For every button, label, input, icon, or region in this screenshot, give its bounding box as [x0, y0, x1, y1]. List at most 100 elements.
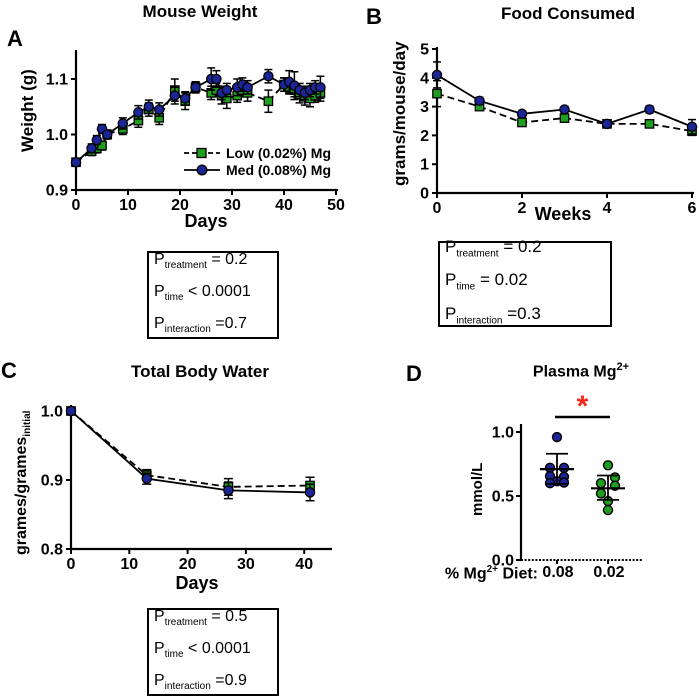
p-value: =0.7	[210, 315, 247, 333]
p-time: Ptime = 0.02	[445, 267, 605, 300]
panel-b-title: Food Consumed	[500, 4, 636, 23]
p-value: =0.9	[210, 672, 247, 690]
panel-a-stats-box: Ptreatment = 0.2 Ptime < 0.0001 Pinterac…	[147, 251, 279, 339]
p-time: Ptime < 0.0001	[154, 636, 272, 668]
p-value: = 0.2	[206, 250, 248, 268]
svg-text:*: *	[577, 390, 589, 423]
p-symbol: P	[154, 315, 165, 333]
legend-row-low: Low (0.02%) Mg	[183, 145, 331, 161]
p-subscript: treatment	[164, 616, 207, 628]
panel-a-mouse-weight: A Mouse Weight 0 10 20 30 40 50 0.9 1.0 1.1 Weig…	[0, 0, 350, 348]
panel-d-x-axis-label: % Mg2+ Diet: 0.08 0.02	[380, 564, 699, 586]
svg-text:1.0: 1.0	[41, 404, 63, 421]
svg-text:10: 10	[120, 556, 138, 573]
p-time: Ptime < 0.0001	[154, 279, 272, 311]
panel-c-stats-box: Ptreatment = 0.5 Ptime < 0.0001 Pinterac…	[147, 608, 279, 696]
svg-text:5: 5	[420, 42, 429, 59]
svg-text:2: 2	[518, 200, 527, 217]
p-subscript: treatment	[456, 248, 499, 260]
panel-d-y-axis-label: mmol/L	[469, 462, 486, 516]
panel-d-label: D	[406, 361, 422, 386]
panel-b-x-axis-label: Weeks	[534, 204, 592, 224]
panel-b-food-consumed: B Food Consumed 0 2 4 6 0 1 2 3 4 5 grams/mouse/d…	[355, 0, 699, 348]
svg-text:2: 2	[420, 128, 429, 145]
svg-text:1.1: 1.1	[46, 72, 68, 89]
mouse-weight-chart: 0 10 20 30 40 50 0.9 1.0 1.1	[46, 50, 345, 214]
legend-label-med: Med (0.08%) Mg	[226, 162, 332, 178]
svg-text:0.5: 0.5	[492, 489, 514, 506]
plasma-mg-chart: 0.0 0.5 1.0 *	[492, 390, 643, 570]
p-treatment: Ptreatment = 0.5	[154, 604, 272, 636]
svg-text:6: 6	[688, 200, 697, 217]
panel-d-title: Plasma Mg2+	[480, 361, 682, 381]
p-symbol: P	[445, 236, 457, 256]
svg-text:0.0: 0.0	[492, 553, 514, 570]
p-symbol: P	[154, 282, 165, 300]
p-subscript: time	[456, 281, 476, 293]
legend-marker-low	[184, 147, 220, 159]
p-interaction: Pinteraction =0.3	[445, 301, 605, 334]
svg-text:10: 10	[119, 197, 137, 214]
svg-text:20: 20	[171, 197, 189, 214]
p-subscript: interaction	[456, 315, 503, 327]
svg-text:1.0: 1.0	[46, 127, 68, 144]
p-treatment: Ptreatment = 0.2	[445, 234, 605, 267]
svg-text:30: 30	[237, 556, 255, 573]
diet-label: % Mg2+ Diet:	[380, 564, 538, 583]
p-subscript: time	[164, 292, 184, 304]
panel-a-y-axis-label: Weight (g)	[18, 69, 37, 152]
panel-c-label: C	[1, 358, 17, 383]
svg-text:40: 40	[275, 197, 293, 214]
svg-text:40: 40	[295, 556, 313, 573]
svg-text:20: 20	[179, 556, 197, 573]
group-tick-002: 0.02	[593, 564, 625, 581]
p-subscript: interaction	[164, 681, 211, 693]
panel-d-plasma-mg: D Plasma Mg2+ 0.0 0.5 1.0 * mmol/L % Mg2+ D…	[380, 352, 699, 600]
svg-text:0: 0	[72, 197, 81, 214]
diet-label-superscript: 2+	[486, 564, 498, 575]
title-superscript: 2+	[616, 361, 630, 373]
panel-a-x-axis-label: Days	[184, 211, 228, 231]
panel-b-y-axis-label: grams/mouse/day	[390, 41, 409, 186]
diet-label-text: % Mg	[444, 565, 487, 583]
y-label-subscript: initial	[22, 410, 34, 437]
svg-text:4: 4	[420, 70, 429, 87]
svg-text:30: 30	[223, 197, 241, 214]
legend-marker-med	[184, 164, 220, 176]
p-symbol: P	[154, 639, 165, 657]
svg-text:4: 4	[603, 200, 612, 217]
legend-label-low: Low (0.02%) Mg	[226, 145, 332, 161]
svg-text:0.9: 0.9	[41, 473, 63, 490]
p-value: = 0.02	[475, 270, 528, 290]
svg-text:0.9: 0.9	[46, 183, 68, 200]
p-value: < 0.0001	[183, 639, 251, 657]
total-body-water-chart: 0 10 20 30 40 0.8 0.9 1.0	[41, 404, 332, 573]
panel-b-stats-box: Ptreatment = 0.2 Ptime = 0.02 Pinteracti…	[438, 237, 612, 327]
svg-text:50: 50	[327, 197, 345, 214]
svg-text:0.8: 0.8	[41, 542, 63, 559]
panel-c-total-body-water: C Total Body Water 0 10 20 30 40 0.8 0.9 1.0 gr…	[0, 350, 350, 700]
panel-c-y-axis-label: grames/gramesinitial	[13, 411, 37, 555]
p-symbol: P	[154, 607, 165, 625]
svg-text:0: 0	[67, 556, 76, 573]
p-value: = 0.2	[498, 236, 542, 256]
svg-text:1.0: 1.0	[492, 425, 514, 442]
panel-c-x-axis-label: Days	[175, 573, 219, 593]
panel-b-label: B	[366, 4, 382, 29]
y-label-text: grames/grames	[13, 436, 30, 555]
p-subscript: treatment	[164, 259, 207, 271]
p-symbol: P	[445, 270, 457, 290]
svg-text:0: 0	[420, 186, 429, 203]
panel-a-title: Mouse Weight	[142, 2, 258, 21]
p-symbol: P	[154, 250, 165, 268]
diet-label-suffix: Diet:	[498, 565, 538, 583]
p-interaction: Pinteraction =0.7	[154, 311, 272, 343]
p-value: =0.3	[502, 303, 541, 323]
group-tick-008: 0.08	[542, 564, 574, 581]
p-value: = 0.5	[206, 607, 248, 625]
p-symbol: P	[445, 303, 457, 323]
p-treatment: Ptreatment = 0.2	[154, 247, 272, 279]
p-subscript: interaction	[164, 324, 211, 336]
panel-c-title: Total Body Water	[131, 362, 269, 381]
